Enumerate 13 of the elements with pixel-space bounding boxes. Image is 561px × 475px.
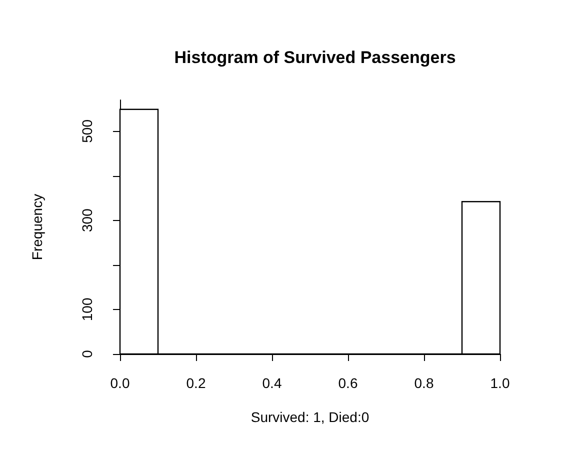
chart-title: Histogram of Survived Passengers xyxy=(174,48,456,67)
x-tick-label: 0.6 xyxy=(338,375,358,391)
x-tick-label: 0.4 xyxy=(262,375,282,391)
y-tick-label: 100 xyxy=(79,298,95,322)
y-tick-label: 500 xyxy=(79,119,95,143)
y-axis-title: Frequency xyxy=(29,194,45,260)
y-tick-label: 300 xyxy=(79,208,95,232)
x-axis-title: Survived: 1, Died:0 xyxy=(250,409,370,425)
x-tick-label: 0.0 xyxy=(110,375,130,391)
x-tick-label: 0.8 xyxy=(414,375,434,391)
y-tick-label: 0 xyxy=(79,350,95,358)
x-tick-label: 1.0 xyxy=(490,375,510,391)
x-tick-label: 0.2 xyxy=(186,375,206,391)
